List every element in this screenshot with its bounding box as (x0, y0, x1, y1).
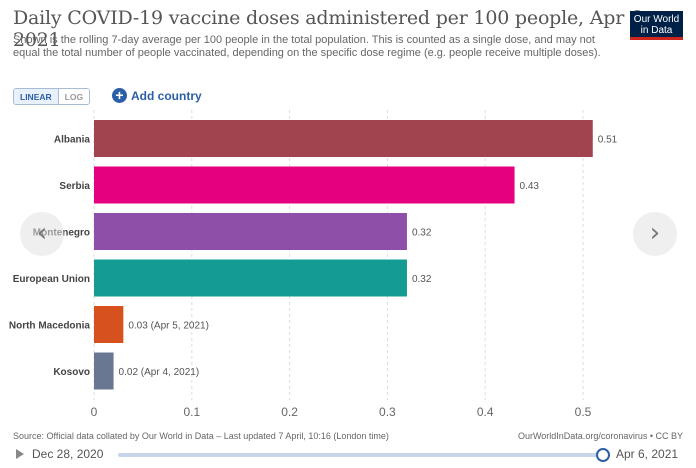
data-label: 0.51 (598, 135, 618, 146)
category-label: Kosovo (53, 367, 90, 378)
log-scale-button[interactable]: LOG (58, 89, 90, 104)
owid-logo[interactable]: Our World in Data (630, 11, 683, 40)
chart-title: Daily COVID-19 vaccine doses administere… (13, 7, 648, 51)
timeline-end-date: Apr 6, 2021 (616, 447, 679, 461)
chart-subtitle: Shown is the rolling 7-day average per 1… (13, 34, 601, 59)
play-icon[interactable] (16, 449, 24, 459)
bar (94, 352, 114, 390)
data-label: 0.02 (Apr 4, 2021) (119, 367, 200, 378)
scale-toggle: LINEAR LOG (13, 88, 91, 105)
x-tick-label: 0.5 (575, 405, 592, 419)
credit-link[interactable]: OurWorldInData.org/coronavirus • CC BY (517, 431, 683, 441)
data-label: 0.32 (412, 228, 432, 239)
add-country-label: Add country (131, 88, 202, 103)
timeline-track[interactable] (118, 453, 602, 457)
logo-accent-bar (630, 37, 683, 40)
x-tick-label: 0.3 (379, 405, 396, 419)
bar-chart: 00.10.20.30.40.5Albania0.51Serbia0.43Mon… (9, 110, 618, 419)
bar (94, 259, 407, 297)
chevron-right-icon[interactable]: › (633, 212, 677, 256)
bar (94, 166, 515, 204)
category-label: Serbia (59, 181, 90, 192)
linear-scale-button[interactable]: LINEAR (14, 89, 59, 104)
x-tick-label: 0.2 (281, 405, 298, 419)
timeline-handle[interactable] (596, 448, 610, 462)
bar (94, 213, 407, 250)
add-country-button[interactable]: + Add country (112, 88, 202, 103)
x-tick-label: 0.1 (183, 405, 200, 419)
logo-line-2: in Data (640, 25, 673, 36)
data-label: 0.32 (412, 274, 432, 285)
category-label: Albania (54, 135, 91, 146)
category-label: North Macedonia (9, 321, 91, 332)
category-label: European Union (13, 274, 90, 285)
bar (94, 306, 124, 343)
plus-circle-icon: + (112, 88, 127, 103)
data-label: 0.03 (Apr 5, 2021) (128, 321, 209, 332)
source-note: Source: Official data collated by Our Wo… (13, 431, 389, 441)
x-tick-label: 0 (91, 405, 98, 419)
chevron-left-icon[interactable]: ‹ (20, 212, 64, 256)
timeline-start-date: Dec 28, 2020 (32, 447, 104, 461)
data-label: 0.43 (520, 181, 540, 192)
bar (94, 120, 593, 157)
logo-line-1: Our World (633, 14, 680, 25)
timeline: Dec 28, 2020 Apr 6, 2021 (0, 445, 696, 465)
x-tick-label: 0.4 (477, 405, 494, 419)
